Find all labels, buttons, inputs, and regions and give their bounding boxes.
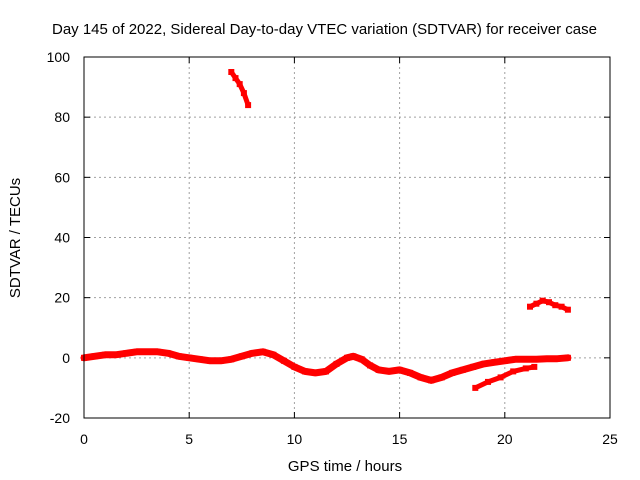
y-tick-label: 20	[54, 290, 70, 306]
data-point	[249, 350, 256, 357]
y-axis-label: SDTVAR / TECUs	[7, 178, 24, 298]
y-tick-label: 60	[54, 169, 70, 185]
axis-ticks	[83, 56, 611, 419]
data-point	[554, 355, 561, 362]
data-point	[154, 348, 161, 355]
data-point	[539, 297, 546, 304]
data-point	[510, 368, 517, 375]
data-point	[323, 368, 329, 375]
series-line-main-trace	[80, 348, 572, 384]
data-point	[497, 374, 504, 381]
data-point	[232, 75, 239, 82]
data-point	[546, 299, 552, 306]
data-point	[358, 356, 365, 363]
data-point	[543, 355, 550, 362]
data-point	[522, 365, 529, 372]
data-point	[133, 348, 140, 355]
y-tick-label: 40	[54, 230, 70, 246]
x-tick-label: 10	[287, 431, 303, 447]
data-point	[228, 356, 235, 363]
data-point	[236, 81, 243, 88]
data-point	[375, 366, 382, 373]
x-tick-label: 25	[602, 431, 618, 447]
data-point	[485, 378, 491, 385]
data-point	[186, 354, 193, 361]
data-point	[470, 363, 477, 370]
data-point	[102, 351, 108, 358]
data-point	[245, 102, 252, 109]
data-point	[350, 353, 357, 360]
y-tick-label: 0	[62, 350, 70, 366]
data-point	[312, 369, 319, 376]
data-point	[449, 369, 456, 376]
data-point	[428, 377, 435, 384]
data-point	[564, 306, 571, 313]
data-point	[459, 366, 466, 373]
data-point	[196, 356, 203, 363]
data-point	[270, 351, 277, 358]
series-lower-branch	[472, 363, 538, 391]
x-tick-label: 5	[185, 431, 193, 447]
data-point	[533, 300, 540, 307]
series-main-trace	[80, 348, 572, 384]
y-tick-label: 100	[47, 49, 71, 65]
data-point	[259, 348, 266, 355]
x-axis-label: GPS time / hours	[288, 458, 402, 475]
data-point	[228, 69, 235, 75]
data-point	[558, 303, 565, 310]
data-point	[333, 360, 340, 367]
data-point	[396, 366, 403, 373]
y-tick-label: -20	[50, 410, 70, 426]
x-tick-label: 15	[392, 431, 408, 447]
data-point	[367, 362, 374, 369]
data-point	[175, 353, 182, 360]
x-tick-label: 0	[80, 431, 88, 447]
y-tick-label: 80	[54, 109, 70, 125]
data-point	[417, 374, 424, 381]
data-point	[480, 360, 487, 367]
series-hour21-arc	[527, 297, 571, 313]
data-point	[144, 348, 151, 355]
data-point	[407, 369, 414, 376]
data-point	[291, 363, 298, 370]
data-point	[491, 359, 498, 366]
data-point	[552, 302, 559, 309]
data-point	[527, 303, 533, 310]
data-point	[512, 356, 519, 363]
data-point	[501, 357, 508, 364]
data-point	[564, 354, 571, 361]
data-point	[522, 356, 529, 363]
data-point	[165, 350, 172, 357]
y-tick-labels: -20 0 20 40 60 80 100	[47, 49, 71, 426]
data-point	[207, 357, 214, 364]
data-point	[91, 353, 98, 360]
data-point	[386, 368, 393, 375]
data-point	[112, 351, 119, 358]
data-point	[240, 90, 247, 97]
data-point	[217, 357, 224, 364]
data-point	[238, 353, 245, 360]
plot-frame	[83, 56, 611, 419]
data-point	[280, 357, 287, 364]
data-point	[123, 350, 130, 357]
x-tick-label: 20	[497, 431, 513, 447]
data-point	[301, 368, 308, 375]
series-hour7-arc	[228, 69, 252, 109]
grid-lines	[84, 57, 610, 418]
data-point	[533, 356, 540, 363]
data-point	[472, 384, 479, 391]
chart-title: Day 145 of 2022, Sidereal Day-to-day VTE…	[52, 21, 597, 38]
x-tick-labels: 0 5 10 15 20 25	[80, 431, 618, 447]
data-point	[344, 354, 350, 361]
data-point	[438, 374, 445, 381]
data-point	[531, 363, 538, 370]
data-series	[80, 69, 572, 391]
